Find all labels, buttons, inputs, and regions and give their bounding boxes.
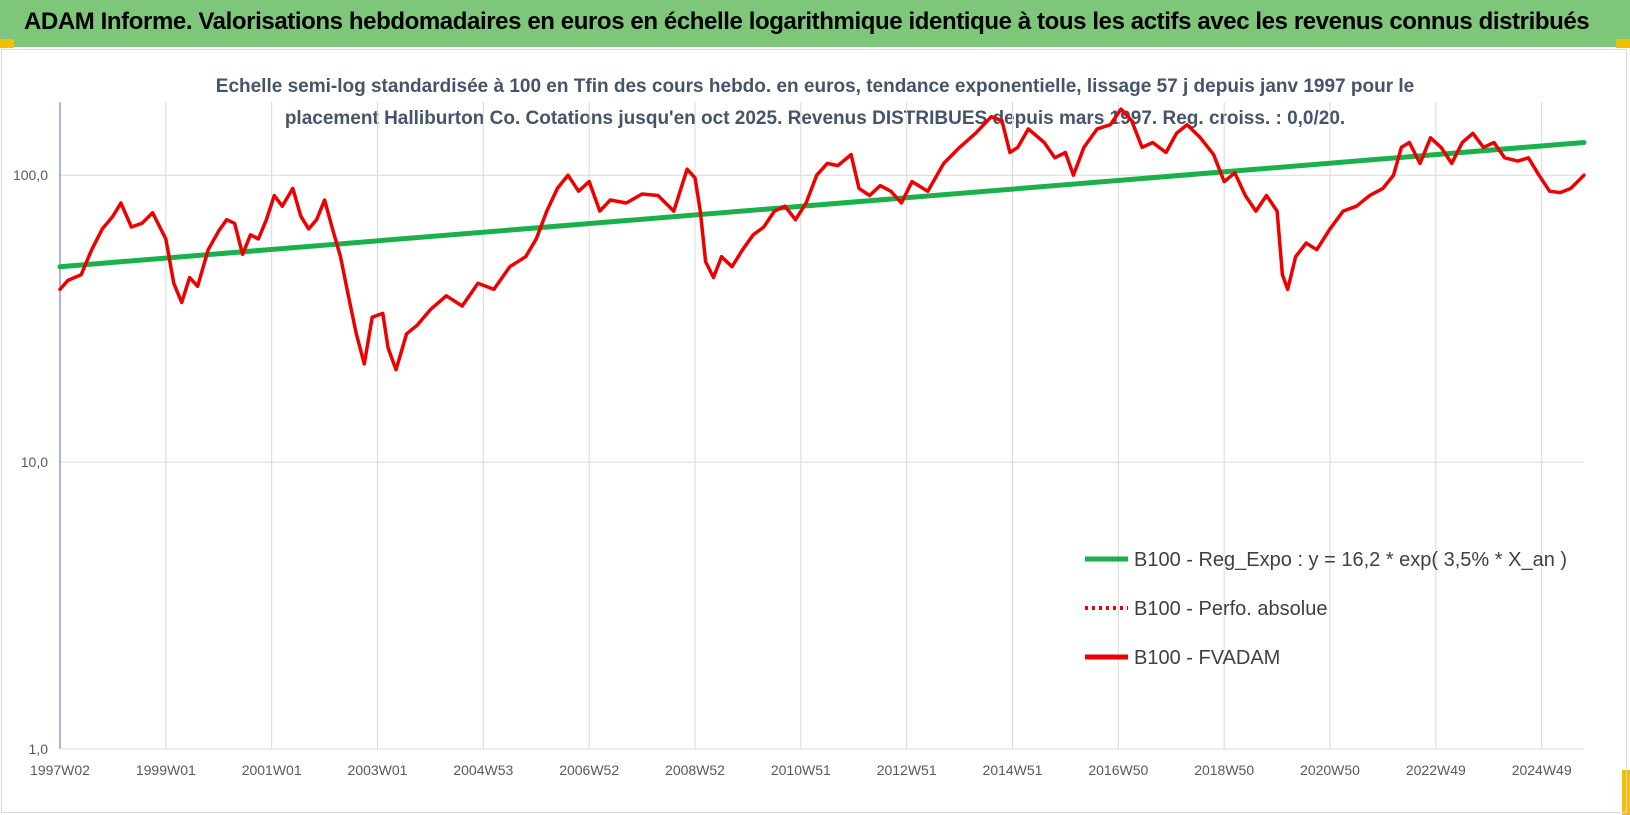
x-tick-label-7: 2010W51: [771, 762, 831, 778]
x-tick-label-2: 2001W01: [242, 762, 302, 778]
legend: B100 - Reg_Expo : y = 16,2 * exp( 3,5% *…: [1085, 549, 1567, 669]
corner-accent-top-right: [1616, 39, 1630, 48]
x-tick-label-4: 2004W53: [453, 762, 513, 778]
y-tick-label-2: 100,0: [13, 167, 48, 183]
x-tick-label-11: 2018W50: [1194, 762, 1254, 778]
x-tick-label-8: 2012W51: [877, 762, 937, 778]
legend-label-regression: B100 - Reg_Expo : y = 16,2 * exp( 3,5% *…: [1134, 549, 1567, 571]
y-tick-label-0: 1,0: [29, 741, 49, 757]
page-title: ADAM Informe. Valorisations hebdomadaire…: [24, 8, 1590, 35]
x-tick-label-10: 2016W50: [1088, 762, 1148, 778]
series-line-fvadam: [58, 107, 1586, 372]
x-tick-label-5: 2006W52: [559, 762, 619, 778]
x-tick-label-1: 1999W01: [136, 762, 196, 778]
y-tick-label-1: 10,0: [21, 454, 48, 470]
legend-label-fvadam: B100 - FVADAM: [1134, 647, 1280, 669]
title-banner: ADAM Informe. Valorisations hebdomadaire…: [0, 0, 1630, 47]
series-lines: [57, 107, 1587, 372]
x-tick-label-13: 2022W49: [1406, 762, 1466, 778]
x-tick-label-9: 2014W51: [983, 762, 1043, 778]
chart-frame: [1, 49, 1627, 813]
tick-labels: 1,0 10,0 100,0 1997W02 1999W01 2001W01 2003W01…: [13, 167, 1572, 778]
legend-label-perfo: B100 - Perfo. absolue: [1134, 598, 1327, 620]
grid: [60, 102, 1584, 749]
subtitle-line-2: placement Halliburton Co. Cotations jusq…: [285, 108, 1345, 129]
x-tick-label-6: 2008W52: [665, 762, 725, 778]
series-line-regression: [57, 140, 1587, 270]
x-tick-label-0: 1997W02: [30, 762, 90, 778]
chart-subtitle: Echelle semi-log standardisée à 100 en T…: [216, 76, 1414, 129]
axes: [59, 102, 1584, 750]
x-tick-label-12: 2020W50: [1300, 762, 1360, 778]
x-tick-label-3: 2003W01: [348, 762, 408, 778]
subtitle-line-1: Echelle semi-log standardisée à 100 en T…: [216, 76, 1414, 97]
x-tick-label-14: 2024W49: [1512, 762, 1572, 778]
corner-accent-top-left: [0, 39, 14, 48]
